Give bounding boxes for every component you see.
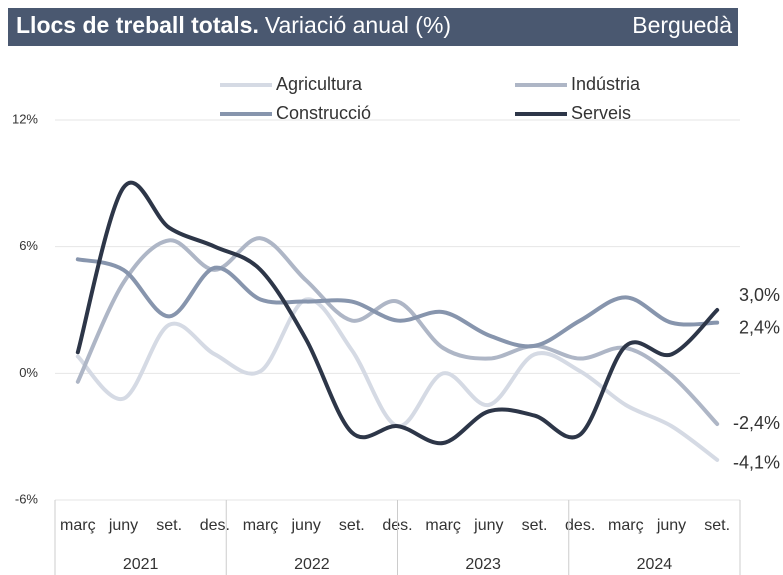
y-tick-label: 6% — [19, 238, 38, 253]
legend-label: Indústria — [571, 74, 641, 94]
x-tick-label: des. — [200, 517, 230, 534]
data-label: 2,4% — [739, 317, 780, 337]
year-label: 2021 — [123, 556, 159, 573]
region: Berguedà — [632, 12, 732, 38]
data-label: 3,0% — [739, 285, 780, 305]
chart-subtitle: Variació anual (%) — [265, 12, 451, 38]
y-tick-label: 12% — [12, 111, 38, 126]
legend-label: Serveis — [571, 103, 631, 123]
x-tick-label: set. — [339, 517, 365, 534]
header: Llocs de treball totals. Variació anual (… — [16, 12, 451, 38]
x-tick-label: des. — [565, 517, 595, 534]
x-tick-label: març — [608, 517, 644, 534]
year-label: 2022 — [294, 556, 330, 573]
legend-label: Construcció — [276, 103, 371, 123]
series-line — [75, 180, 720, 446]
data-label: -4,1% — [733, 453, 780, 473]
series-line — [75, 257, 720, 349]
x-tick-label: juny — [656, 517, 686, 534]
year-label: 2024 — [637, 556, 673, 573]
x-tick-label: març — [425, 517, 461, 534]
y-tick-label: -6% — [15, 491, 39, 506]
x-tick-label: març — [243, 517, 279, 534]
header-bar — [8, 8, 738, 46]
x-tick-label: set. — [522, 517, 548, 534]
y-tick-label: 0% — [19, 365, 38, 380]
series-line — [75, 297, 720, 462]
x-tick-label: juny — [290, 517, 320, 534]
chart-title: Llocs de treball totals. — [16, 12, 259, 38]
x-tick-label: set. — [704, 517, 730, 534]
series-line — [75, 236, 720, 426]
x-tick-label: març — [60, 517, 96, 534]
legend-label: Agricultura — [276, 74, 363, 94]
x-tick-label: juny — [473, 517, 503, 534]
year-label: 2023 — [465, 556, 501, 573]
data-label: -2,4% — [733, 413, 780, 433]
x-tick-label: set. — [156, 517, 182, 534]
x-tick-label: juny — [108, 517, 138, 534]
